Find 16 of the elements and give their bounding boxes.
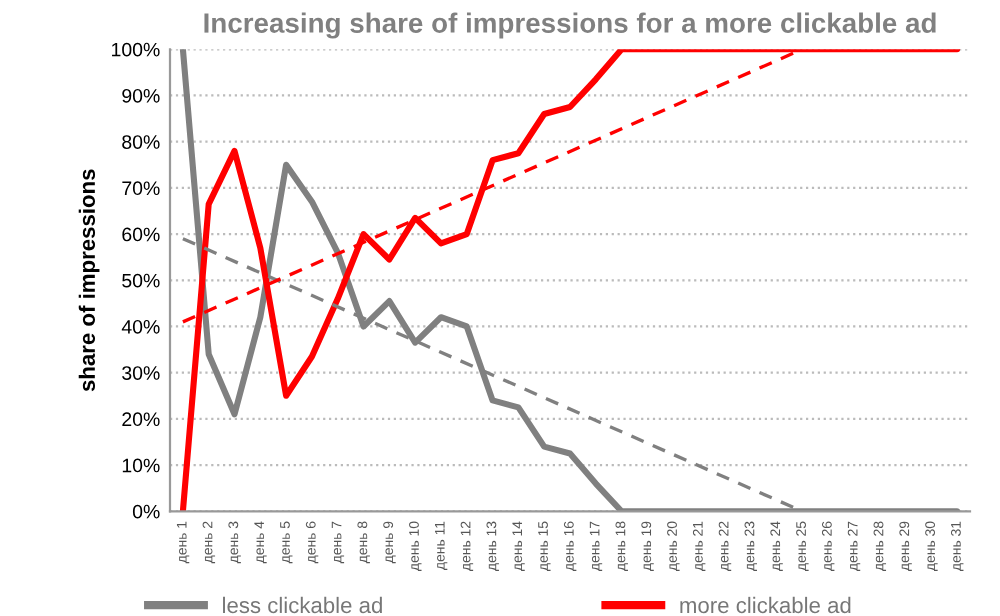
y-tick-label: 90% (122, 88, 160, 103)
y-tick-label: 10% (122, 458, 160, 473)
chart-title: Increasing share of impressions for a more clickable ad (204, 12, 936, 39)
y-tick-label: 0% (132, 504, 160, 519)
y-axis-title: share of impressions (78, 169, 100, 392)
y-tick-label: 20% (122, 412, 160, 427)
y-tick-label: 40% (121, 319, 160, 334)
legend-label: less clickable ad (223, 596, 382, 614)
y-tick-label: 50% (122, 273, 160, 288)
line-series (179, 49, 961, 512)
legend-label: more clickable ad (680, 596, 851, 614)
y-tick-label: 70% (122, 181, 160, 196)
y-tick-label: 30% (122, 366, 160, 380)
y-tick-label: 100% (112, 42, 160, 57)
y-tick-label: 60% (122, 227, 160, 242)
y-tick-label: 80% (122, 135, 160, 149)
